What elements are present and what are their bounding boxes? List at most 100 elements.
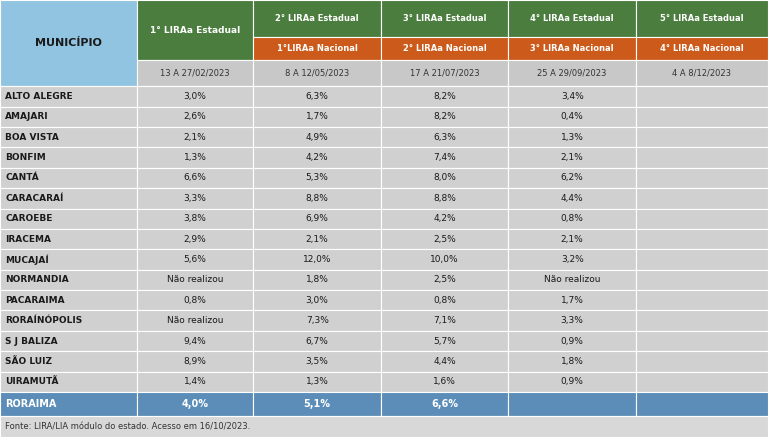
Bar: [137, 392, 253, 416]
Text: 17 A 21/07/2023: 17 A 21/07/2023: [410, 69, 479, 78]
Bar: [636, 60, 768, 86]
Text: 0,9%: 0,9%: [561, 378, 584, 386]
Bar: [253, 229, 381, 249]
Text: 8 A 12/05/2023: 8 A 12/05/2023: [285, 69, 349, 78]
Text: 2,9%: 2,9%: [184, 235, 207, 243]
Bar: [137, 86, 253, 107]
Bar: [381, 290, 508, 310]
Bar: [137, 371, 253, 392]
Bar: [253, 0, 381, 38]
Bar: [253, 188, 381, 208]
Text: 1°LIRAa Nacional: 1°LIRAa Nacional: [276, 45, 358, 53]
Bar: [253, 310, 381, 331]
Text: BOA VISTA: BOA VISTA: [5, 133, 59, 142]
Bar: [636, 168, 768, 188]
Text: 5,3%: 5,3%: [306, 173, 329, 182]
Bar: [381, 331, 508, 351]
Text: 0,8%: 0,8%: [433, 296, 456, 305]
Bar: [0, 392, 137, 416]
Text: 5,6%: 5,6%: [184, 255, 207, 264]
Bar: [0, 290, 137, 310]
Text: 6,9%: 6,9%: [306, 214, 329, 223]
Bar: [0, 168, 137, 188]
Text: RORAIMA: RORAIMA: [5, 399, 57, 409]
Bar: [381, 208, 508, 229]
Text: 3° LIRAa Estadual: 3° LIRAa Estadual: [403, 14, 486, 23]
Text: 1,7%: 1,7%: [306, 112, 329, 121]
Bar: [137, 147, 253, 168]
Text: Não realizou: Não realizou: [167, 316, 223, 325]
Text: 7,3%: 7,3%: [306, 316, 329, 325]
Bar: [508, 371, 636, 392]
Text: 1,8%: 1,8%: [306, 275, 329, 284]
Bar: [0, 416, 768, 437]
Text: 25 A 29/09/2023: 25 A 29/09/2023: [538, 69, 607, 78]
Bar: [381, 86, 508, 107]
Bar: [253, 147, 381, 168]
Text: 3,4%: 3,4%: [561, 92, 584, 101]
Text: MUCAJAÍ: MUCAJAÍ: [5, 254, 49, 265]
Bar: [137, 107, 253, 127]
Text: 3,5%: 3,5%: [306, 357, 329, 366]
Text: 3,0%: 3,0%: [184, 92, 207, 101]
Bar: [253, 249, 381, 270]
Bar: [636, 290, 768, 310]
Text: 8,2%: 8,2%: [433, 112, 456, 121]
Bar: [381, 392, 508, 416]
Bar: [0, 249, 137, 270]
Text: RORAÍNÓPOLIS: RORAÍNÓPOLIS: [5, 316, 83, 325]
Bar: [0, 147, 137, 168]
Bar: [381, 371, 508, 392]
Text: 0,4%: 0,4%: [561, 112, 584, 121]
Bar: [636, 208, 768, 229]
Bar: [636, 229, 768, 249]
Text: BONFIM: BONFIM: [5, 153, 46, 162]
Bar: [508, 127, 636, 147]
Text: 10,0%: 10,0%: [430, 255, 459, 264]
Text: 0,8%: 0,8%: [184, 296, 207, 305]
Text: 1,7%: 1,7%: [561, 296, 584, 305]
Bar: [381, 60, 508, 86]
Bar: [253, 127, 381, 147]
Text: UIRAMUTÃ: UIRAMUTÃ: [5, 378, 59, 386]
Text: 4° LIRAa Estadual: 4° LIRAa Estadual: [531, 14, 614, 23]
Bar: [508, 38, 636, 60]
Text: 2,1%: 2,1%: [184, 133, 207, 142]
Text: 1,4%: 1,4%: [184, 378, 207, 386]
Bar: [253, 331, 381, 351]
Text: 8,0%: 8,0%: [433, 173, 456, 182]
Text: 8,9%: 8,9%: [184, 357, 207, 366]
Bar: [508, 310, 636, 331]
Text: 2,5%: 2,5%: [433, 235, 456, 243]
Text: 2,1%: 2,1%: [306, 235, 329, 243]
Text: 4,9%: 4,9%: [306, 133, 329, 142]
Text: 3,2%: 3,2%: [561, 255, 584, 264]
Text: 4,0%: 4,0%: [181, 399, 209, 409]
Bar: [508, 0, 636, 38]
Text: 4,4%: 4,4%: [433, 357, 456, 366]
Bar: [137, 0, 253, 60]
Bar: [0, 188, 137, 208]
Text: 6,3%: 6,3%: [306, 92, 329, 101]
Bar: [253, 208, 381, 229]
Text: 2,6%: 2,6%: [184, 112, 207, 121]
Text: AMAJARI: AMAJARI: [5, 112, 49, 121]
Text: 0,8%: 0,8%: [561, 214, 584, 223]
Bar: [253, 107, 381, 127]
Bar: [253, 86, 381, 107]
Bar: [0, 351, 137, 371]
Text: CAROEBE: CAROEBE: [5, 214, 53, 223]
Bar: [0, 331, 137, 351]
Bar: [137, 229, 253, 249]
Bar: [508, 229, 636, 249]
Text: 6,2%: 6,2%: [561, 173, 584, 182]
Text: 8,8%: 8,8%: [433, 194, 456, 203]
Text: 3,3%: 3,3%: [561, 316, 584, 325]
Text: 2,5%: 2,5%: [433, 275, 456, 284]
Text: 9,4%: 9,4%: [184, 336, 207, 346]
Text: 1,3%: 1,3%: [184, 153, 207, 162]
Bar: [0, 0, 137, 86]
Bar: [508, 60, 636, 86]
Bar: [508, 147, 636, 168]
Bar: [253, 60, 381, 86]
